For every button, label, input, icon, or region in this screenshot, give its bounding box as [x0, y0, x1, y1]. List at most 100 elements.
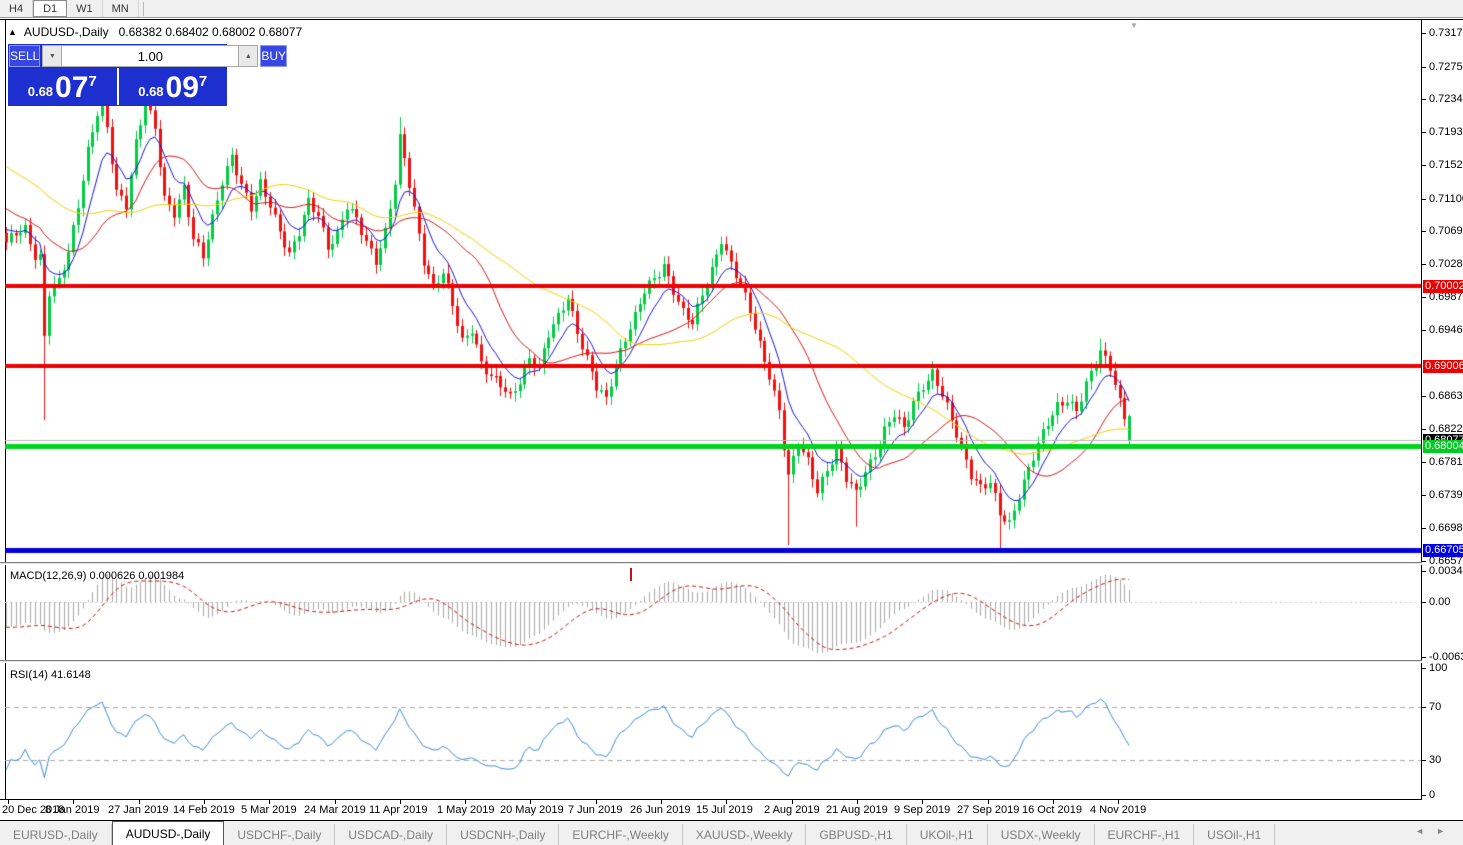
sell-price-pips: 07: [55, 71, 89, 104]
tab-eurchf-weekly[interactable]: EURCHF-,Weekly: [559, 824, 683, 845]
timeframe-button-mn[interactable]: MN: [103, 0, 139, 17]
macd-rsi-separator[interactable]: [0, 660, 1422, 663]
tab-usoil-h1[interactable]: USOil-,H1: [1194, 824, 1276, 845]
tab-gbpusd-h1[interactable]: GBPUSD-,H1: [806, 824, 907, 845]
date-axis-tick: [335, 800, 336, 804]
tab-scroll-left-icon[interactable]: ◄: [1415, 826, 1425, 836]
macd-axis-label: -0.00637: [1429, 651, 1463, 663]
date-label: 20 May 2019: [500, 804, 564, 816]
price-axis-tick: [1422, 528, 1426, 529]
date-axis-tick: [726, 800, 727, 804]
buy-price-point: 7: [198, 73, 208, 90]
rsi-indicator-chart[interactable]: [5, 664, 1421, 799]
macd-axis-label: 0.00: [1429, 596, 1451, 608]
macd-indicator-chart[interactable]: [5, 566, 1421, 660]
tab-audusd-daily[interactable]: AUDUSD-,Daily: [111, 821, 225, 845]
date-axis-tick: [661, 800, 662, 804]
main-macd-separator[interactable]: [0, 562, 1422, 565]
volume-increase-button[interactable]: ▲: [238, 45, 259, 67]
rsi-axis-label: 30: [1429, 754, 1442, 766]
date-axis-tick: [857, 800, 858, 804]
buy-button[interactable]: BUY: [260, 45, 288, 67]
timeframe-button-d1[interactable]: D1: [33, 0, 68, 17]
date-axis-tick: [73, 800, 74, 804]
price-axis-tick: [1422, 199, 1426, 200]
price-axis-tick: [1422, 132, 1426, 133]
date-label: 26 Jun 2019: [630, 804, 691, 816]
date-axis-tick: [1118, 800, 1119, 804]
buy-price-display[interactable]: 0.68 09 7: [119, 68, 228, 105]
date-axis-tick: [204, 800, 205, 804]
chart-axis-border: [1421, 20, 1422, 800]
sell-button[interactable]: SELL: [9, 45, 41, 67]
tab-ukoil-h1[interactable]: UKOil-,H1: [907, 824, 988, 845]
date-label: 9 Sep 2019: [894, 804, 951, 816]
price-axis-tick: [1422, 561, 1426, 562]
date-label: 20 Dec 2018: [2, 804, 65, 816]
date-axis-tick: [530, 800, 531, 804]
price-level-badge: 0.69006: [1423, 360, 1463, 373]
date-axis-tick: [792, 800, 793, 804]
date-axis-tick: [139, 800, 140, 804]
tab-usdchf-daily[interactable]: USDCHF-,Daily: [224, 824, 336, 845]
one-click-trading-panel: SELL ▼ ▲ BUY 0.68 07 7 0.68 09 7: [8, 44, 288, 106]
date-label: 16 Oct 2019: [1022, 804, 1082, 816]
price-axis-tick: [1422, 264, 1426, 265]
date-label: 21 Aug 2019: [826, 804, 888, 816]
rsi-axis-label: 100: [1429, 662, 1448, 674]
date-label: 15 Jul 2019: [696, 804, 753, 816]
price-level-badge: 0.70002: [1423, 280, 1463, 293]
toolbar-separator: [142, 1, 144, 16]
volume-input[interactable]: [62, 45, 239, 67]
volume-group: ▼ ▲: [42, 45, 259, 67]
date-axis-tick: [922, 800, 923, 804]
volume-decrease-button[interactable]: ▼: [42, 45, 63, 67]
macd-label: MACD(12,26,9) 0.000626 0.001984: [10, 570, 185, 582]
main-price-chart[interactable]: [5, 20, 1421, 562]
price-level-badge: 0.66705: [1423, 544, 1463, 557]
rsi-axis-tick: [1422, 760, 1426, 761]
price-axis-tick: [1422, 33, 1426, 34]
rsi-axis-tick: [1422, 795, 1426, 796]
tab-usdcnh-daily[interactable]: USDCNH-,Daily: [447, 824, 560, 845]
price-axis-tick: [1422, 495, 1426, 496]
tab-eurusd-daily[interactable]: EURUSD-,Daily: [0, 824, 112, 845]
tab-eurchf-h1[interactable]: EURCHF-,H1: [1095, 824, 1195, 845]
date-label: 27 Jan 2019: [108, 804, 169, 816]
date-label: 8 Jan 2019: [45, 804, 100, 816]
price-axis-tick: [1422, 330, 1426, 331]
date-axis[interactable]: 20 Dec 2018 8 Jan 2019 27 Jan 2019 14 Feb 2…: [0, 800, 1463, 820]
tab-scroll-right-icon[interactable]: ►: [1436, 826, 1445, 836]
tab-usdcad-daily[interactable]: USDCAD-,Daily: [335, 824, 448, 845]
last-bar-marker-icon: ▼: [1130, 21, 1138, 30]
macd-axis-tick: [1422, 571, 1426, 572]
date-label: 1 May 2019: [437, 804, 495, 816]
one-click-collapse-icon[interactable]: ▲: [8, 27, 17, 37]
ohlc-values: 0.68382 0.68402 0.68002 0.68077: [118, 25, 303, 39]
sell-price-point: 7: [88, 73, 97, 90]
date-axis-tick: [8, 800, 9, 804]
timeframe-button-h4[interactable]: H4: [0, 0, 34, 17]
rsi-axis-tick: [1422, 668, 1426, 669]
date-label: 4 Nov 2019: [1090, 804, 1147, 816]
tab-usdx-weekly[interactable]: USDX-,Weekly: [988, 824, 1095, 845]
price-axis-tick: [1422, 297, 1426, 298]
timeframe-button-w1[interactable]: W1: [67, 0, 103, 17]
tab-xauusd-weekly[interactable]: XAUUSD-,Weekly: [683, 824, 807, 845]
sell-price-display[interactable]: 0.68 07 7: [8, 68, 119, 105]
price-axis-tick: [1422, 231, 1426, 232]
date-label: 27 Sep 2019: [957, 804, 1020, 816]
rsi-axis-tick: [1422, 707, 1426, 708]
